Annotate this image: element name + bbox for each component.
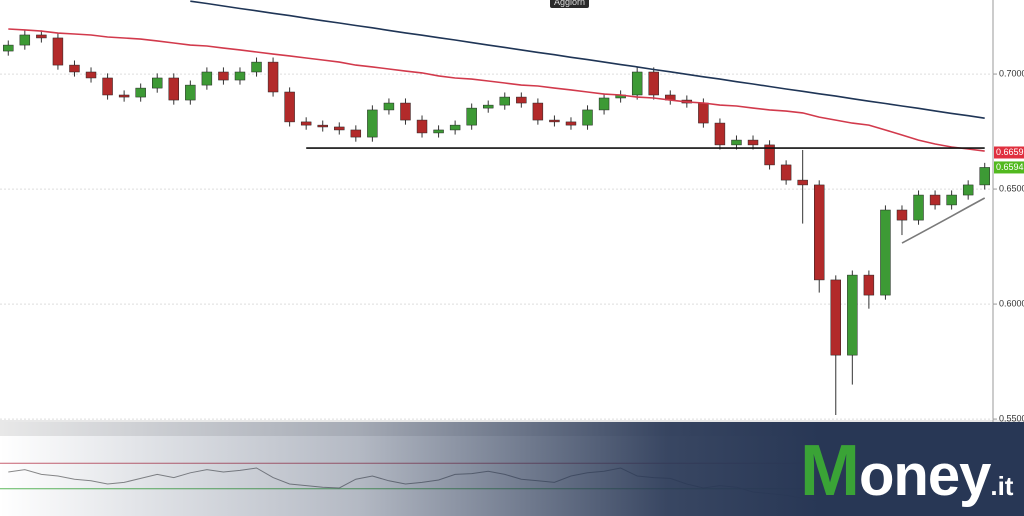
candle-body bbox=[3, 44, 14, 52]
candle-body bbox=[499, 96, 510, 106]
candle-body bbox=[36, 34, 47, 39]
candle-body bbox=[764, 144, 775, 166]
candle-body bbox=[598, 97, 610, 111]
candle-body bbox=[929, 194, 941, 206]
candle-body bbox=[747, 139, 759, 146]
price-marker-label: 0.6594 bbox=[996, 162, 1024, 172]
candle-body bbox=[863, 274, 875, 296]
candle-body bbox=[714, 122, 726, 146]
candle-body bbox=[565, 121, 577, 126]
price-panel bbox=[0, 0, 993, 420]
line bbox=[190, 0, 985, 119]
candle-body bbox=[168, 77, 179, 101]
update-badge[interactable]: Aggiorn bbox=[550, 0, 590, 8]
candle-body bbox=[962, 184, 974, 196]
candle-body bbox=[830, 279, 841, 356]
y-tick-label: 0.5500 bbox=[999, 413, 1024, 423]
price-marker bbox=[994, 161, 1024, 174]
candle-body bbox=[880, 209, 891, 296]
candle-body bbox=[979, 167, 990, 186]
candle-body bbox=[218, 71, 229, 81]
candle-body bbox=[449, 124, 461, 131]
price-marker bbox=[994, 146, 1024, 159]
candle-body bbox=[582, 109, 593, 126]
candle-body bbox=[334, 126, 345, 131]
candle-body bbox=[631, 71, 643, 96]
price-marker-label: 0.6659 bbox=[996, 147, 1024, 157]
candle-body bbox=[284, 91, 295, 123]
candle-body bbox=[85, 71, 97, 79]
candle-body bbox=[400, 102, 411, 121]
candle-body bbox=[350, 129, 362, 138]
candle-body bbox=[300, 121, 312, 126]
candle-body bbox=[433, 129, 444, 134]
candle-body bbox=[516, 96, 527, 104]
candle-body bbox=[698, 102, 709, 124]
candle-body bbox=[251, 61, 262, 73]
candle-body bbox=[118, 94, 130, 98]
candle-body bbox=[317, 124, 328, 128]
y-tick-label: 0.6500 bbox=[999, 183, 1024, 193]
candle-body bbox=[185, 84, 196, 101]
candle-body bbox=[896, 209, 908, 221]
price-axis: 0.7000 0.6500 0.6000 0.5500 0.6659 0.6594 bbox=[993, 68, 1024, 423]
candle-body bbox=[648, 71, 659, 96]
candle-body bbox=[483, 104, 494, 109]
brand-name: Money bbox=[800, 431, 991, 511]
y-tick-label: 0.7000 bbox=[999, 68, 1024, 78]
candle-body bbox=[69, 64, 80, 73]
candle-body bbox=[847, 274, 858, 356]
candle-body bbox=[731, 139, 742, 146]
candle-body bbox=[201, 71, 213, 86]
candle-body bbox=[780, 164, 792, 181]
candle-body bbox=[814, 184, 825, 281]
candle-body bbox=[466, 107, 477, 126]
brand-logo: Money .it bbox=[800, 430, 1014, 511]
candle-body bbox=[267, 61, 279, 93]
candle-body bbox=[135, 87, 146, 98]
candle-body bbox=[416, 119, 428, 134]
candle-body bbox=[367, 109, 378, 138]
brand-suffix: .it bbox=[990, 471, 1014, 501]
candle-body bbox=[52, 37, 64, 66]
candle-body bbox=[19, 34, 31, 46]
y-tick-label: 0.6000 bbox=[999, 298, 1024, 308]
candle-body bbox=[234, 71, 246, 81]
line bbox=[8, 28, 985, 152]
candle-body bbox=[532, 102, 544, 121]
candle-body bbox=[152, 77, 163, 89]
brand-banner bbox=[0, 422, 1024, 516]
candle-body bbox=[549, 119, 560, 123]
candle-body bbox=[102, 77, 113, 96]
line bbox=[901, 197, 986, 244]
candle-body bbox=[383, 102, 395, 111]
candle-body bbox=[913, 194, 924, 221]
candle-body bbox=[946, 194, 957, 206]
candle-body bbox=[797, 179, 808, 186]
